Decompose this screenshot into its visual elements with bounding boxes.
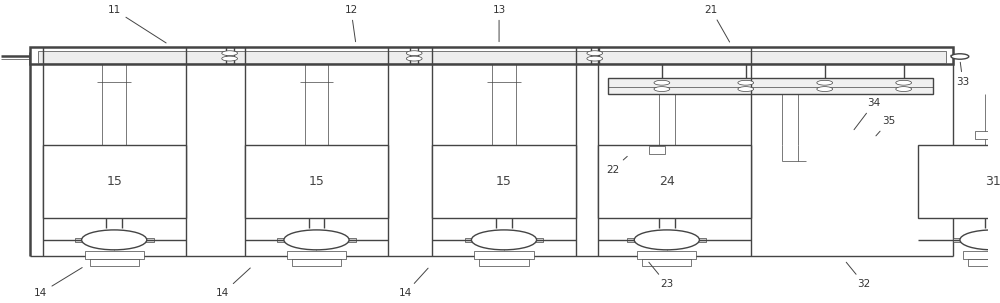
Text: 21: 21: [705, 5, 730, 42]
Bar: [85, 251, 144, 259]
Bar: [344, 238, 356, 242]
Circle shape: [222, 56, 238, 61]
Circle shape: [951, 54, 969, 59]
Text: 14: 14: [399, 268, 428, 298]
Text: 31: 31: [985, 175, 1000, 188]
Text: 15: 15: [309, 175, 324, 188]
Circle shape: [896, 80, 912, 85]
Bar: [627, 238, 639, 242]
Text: 34: 34: [854, 98, 881, 130]
Circle shape: [738, 87, 754, 92]
Text: 23: 23: [649, 262, 673, 289]
Text: 35: 35: [876, 116, 895, 136]
Bar: [637, 251, 696, 259]
Bar: [953, 238, 965, 242]
Circle shape: [82, 230, 147, 250]
Bar: [465, 238, 476, 242]
Bar: [918, 145, 1000, 218]
Text: 32: 32: [846, 262, 871, 289]
Bar: [975, 131, 991, 138]
Bar: [292, 259, 341, 265]
Bar: [474, 251, 534, 259]
Circle shape: [284, 230, 349, 250]
Bar: [90, 259, 139, 265]
Circle shape: [654, 87, 670, 92]
Text: 11: 11: [108, 5, 166, 43]
Circle shape: [738, 80, 754, 85]
Circle shape: [406, 56, 422, 61]
Bar: [75, 238, 87, 242]
Text: 15: 15: [496, 175, 512, 188]
Circle shape: [471, 230, 537, 250]
Circle shape: [960, 230, 1000, 250]
Bar: [38, 51, 946, 62]
Bar: [649, 146, 665, 154]
Circle shape: [587, 51, 603, 55]
Text: 22: 22: [606, 156, 627, 175]
Bar: [43, 145, 186, 218]
Circle shape: [654, 80, 670, 85]
Text: 24: 24: [659, 175, 675, 188]
Bar: [432, 145, 576, 218]
Text: 14: 14: [216, 268, 250, 298]
Bar: [694, 238, 706, 242]
Circle shape: [896, 87, 912, 92]
Circle shape: [587, 56, 603, 61]
Text: 15: 15: [106, 175, 122, 188]
Text: 12: 12: [344, 5, 358, 42]
Bar: [30, 48, 953, 64]
Text: 14: 14: [34, 268, 82, 298]
Bar: [245, 145, 388, 218]
Bar: [532, 238, 543, 242]
Bar: [642, 259, 691, 265]
Bar: [277, 238, 289, 242]
Bar: [608, 78, 933, 94]
Circle shape: [634, 230, 699, 250]
Circle shape: [817, 80, 833, 85]
Circle shape: [222, 51, 238, 55]
Bar: [968, 259, 1000, 265]
Bar: [142, 238, 154, 242]
Bar: [479, 259, 529, 265]
Circle shape: [406, 51, 422, 55]
Bar: [598, 145, 751, 218]
Bar: [287, 251, 346, 259]
Text: 33: 33: [956, 62, 970, 87]
Circle shape: [817, 87, 833, 92]
Text: 13: 13: [492, 5, 506, 42]
Bar: [963, 251, 1000, 259]
